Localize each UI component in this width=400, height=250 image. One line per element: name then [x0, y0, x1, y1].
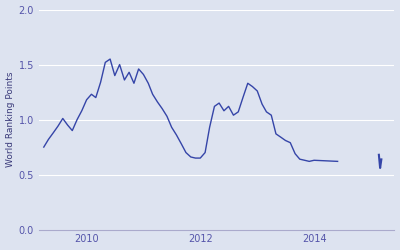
Y-axis label: World Ranking Points: World Ranking Points [6, 72, 14, 167]
